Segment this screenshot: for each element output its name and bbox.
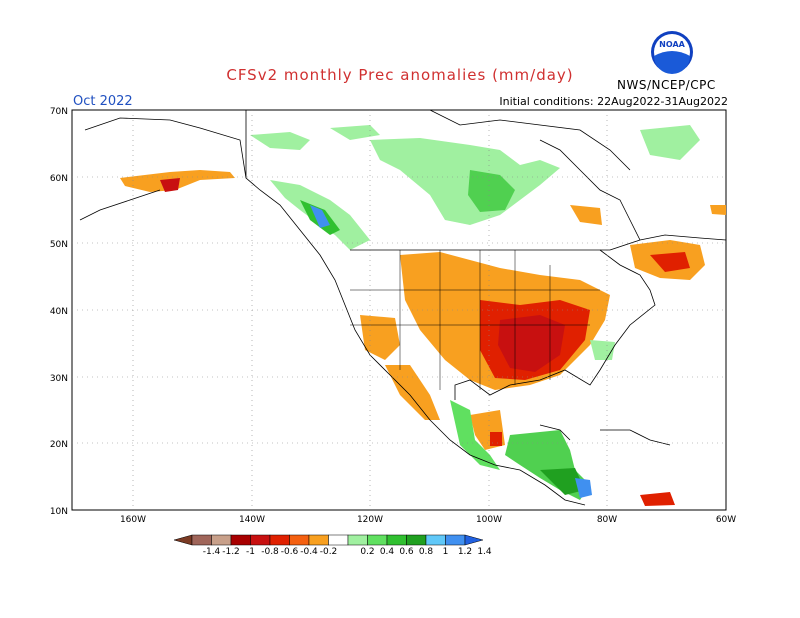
colorbar-swatch bbox=[445, 534, 466, 546]
lat-label: 70N bbox=[50, 107, 68, 117]
colorbar-tick-label: 1.2 bbox=[457, 547, 473, 557]
lat-label: 60N bbox=[50, 174, 68, 184]
lon-label: 80W bbox=[597, 515, 617, 525]
colorbar-swatch bbox=[191, 534, 212, 546]
central-america-wet-core bbox=[540, 468, 585, 495]
colorbar-tick-label: -0.8 bbox=[261, 547, 279, 557]
colorbar-tick-label: 0.6 bbox=[399, 547, 414, 557]
lat-axis: 70N 60N 50N 40N 30N 20N 10N bbox=[50, 107, 68, 517]
org-label: NWS/NCEP/CPC bbox=[617, 78, 716, 92]
colorbar-swatch bbox=[386, 534, 407, 546]
colorbar-swatch bbox=[367, 534, 388, 546]
lat-label: 40N bbox=[50, 307, 68, 317]
lon-axis: 160W 140W 120W 100W 80W 60W bbox=[120, 515, 736, 525]
lat-label: 10N bbox=[50, 507, 68, 517]
colorbar-tick-label: 0.2 bbox=[360, 547, 375, 557]
colorbar-tick-label: -0.6 bbox=[280, 547, 299, 557]
month-label: Oct 2022 bbox=[73, 94, 133, 109]
central-america-wet-strong bbox=[575, 478, 592, 498]
colorbar-swatch bbox=[211, 534, 232, 546]
noaa-logo: NOAA bbox=[650, 30, 694, 74]
west-mexico-wet bbox=[450, 400, 500, 470]
colorbar-swatch bbox=[230, 534, 251, 546]
gridlines bbox=[72, 110, 726, 510]
colorbar-swatch bbox=[308, 534, 329, 546]
initial-conditions-label: Initial conditions: 22Aug2022-31Aug2022 bbox=[499, 95, 728, 108]
colorbar-tick-label: 0.4 bbox=[379, 547, 395, 557]
west-us-dry bbox=[360, 315, 400, 360]
canada-wet-area bbox=[370, 138, 560, 225]
lon-label: 140W bbox=[239, 515, 265, 525]
lat-label: 20N bbox=[50, 440, 68, 450]
colorbar bbox=[173, 534, 484, 546]
lon-label: 120W bbox=[357, 515, 383, 525]
ontario-dry bbox=[570, 205, 602, 225]
baja-dry bbox=[385, 365, 440, 420]
colorbar-tick-label: -1 bbox=[246, 547, 255, 557]
colorbar-swatch bbox=[269, 534, 290, 546]
alaska-dry-core bbox=[160, 178, 180, 192]
mexico-dry-core bbox=[490, 432, 502, 446]
yukon-wet bbox=[250, 132, 310, 150]
colorbar-swatch bbox=[425, 534, 446, 546]
labrador-dry bbox=[710, 205, 726, 215]
canada-wet-core bbox=[468, 170, 515, 212]
colorbar-arrow-right bbox=[464, 534, 484, 546]
lon-label: 60W bbox=[716, 515, 736, 525]
anomaly-fields bbox=[120, 125, 726, 506]
colorbar-swatch bbox=[347, 534, 368, 546]
lon-label: 100W bbox=[476, 515, 502, 525]
lat-label: 50N bbox=[50, 240, 68, 250]
colorbar-tick-label: -1.4 bbox=[202, 547, 221, 557]
lon-label: 160W bbox=[120, 515, 146, 525]
colorbar-swatch bbox=[250, 534, 271, 546]
lat-label: 30N bbox=[50, 374, 68, 384]
colombia-dry bbox=[640, 492, 675, 506]
colorbar-tick-label: 1.4 bbox=[477, 547, 492, 557]
colorbar-tick-label: 0.8 bbox=[418, 547, 434, 557]
map-title: CFSv2 monthly Prec anomalies (mm/day) bbox=[226, 66, 574, 84]
colorbar-swatch bbox=[328, 534, 349, 546]
colorbar-tick-label: -0.2 bbox=[319, 547, 338, 557]
colorbar-tick-label: -1.2 bbox=[222, 547, 240, 557]
svg-text:NOAA: NOAA bbox=[659, 40, 685, 49]
arctic-wet bbox=[330, 125, 380, 140]
colorbar-tick-label: 1 bbox=[442, 547, 449, 557]
colorbar-tick-label: -0.4 bbox=[300, 547, 318, 557]
colorbar-swatch bbox=[406, 534, 427, 546]
quebec-dry-core bbox=[650, 252, 690, 272]
colorbar-arrow-left bbox=[173, 534, 193, 546]
colorbar-swatch bbox=[289, 534, 310, 546]
baffin-wet bbox=[640, 125, 700, 160]
state-borders bbox=[350, 250, 600, 390]
bc-wet-strong bbox=[310, 205, 330, 228]
